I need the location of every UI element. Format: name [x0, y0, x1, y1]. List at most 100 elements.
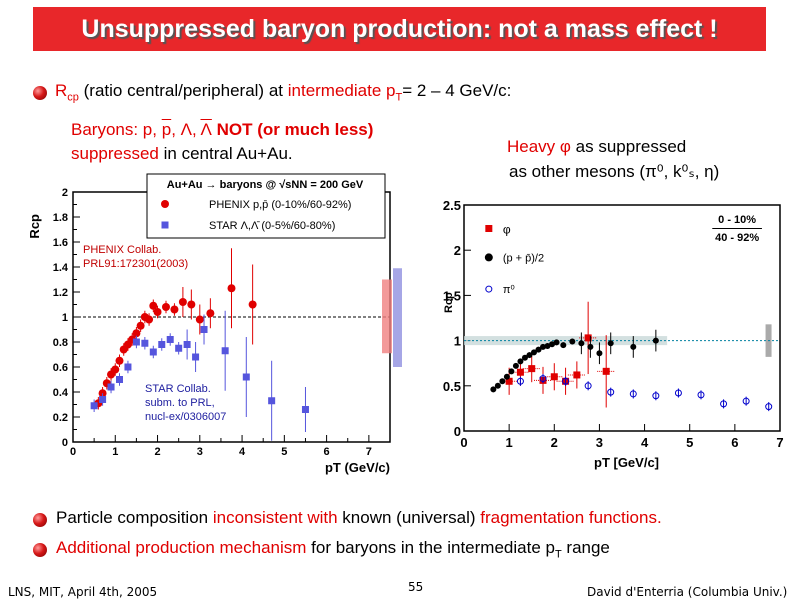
data-point	[765, 403, 773, 411]
data-point	[132, 329, 141, 338]
data-point	[742, 397, 750, 405]
data-point	[115, 376, 123, 383]
data-point	[584, 334, 592, 342]
data-point	[596, 350, 603, 357]
heavy-phi-line2: as other mesons (π⁰, k⁰ₛ, η)	[509, 162, 720, 181]
data-point	[107, 383, 115, 391]
data-point	[535, 346, 542, 353]
x-tick-label: 2	[551, 435, 558, 450]
data-point	[517, 358, 524, 365]
data-point	[141, 339, 149, 347]
data-point	[170, 305, 179, 314]
data-point	[242, 373, 250, 381]
page-number: 55	[408, 580, 424, 594]
data-point	[248, 300, 257, 309]
data-point	[607, 388, 615, 396]
x-tick-label: 7	[366, 446, 372, 458]
y-tick-label: 2	[62, 187, 68, 199]
x-axis-label: pT [GeV/c]	[594, 455, 659, 470]
phi-rcp-chart: 0 0.5 1 1.5 2 2.5 0 1 2 3 4 5 6 7 pT [GeV/c] Rcp 0 - 10%…	[443, 198, 784, 470]
centrality-label: 40 - 92%	[715, 232, 759, 244]
data-point	[99, 396, 107, 403]
legend-label: φ	[503, 223, 511, 237]
data-point	[145, 315, 154, 324]
legend-marker	[485, 285, 493, 293]
data-point	[578, 340, 585, 347]
data-point	[178, 298, 187, 306]
y-tick-label: 0.4	[53, 387, 69, 399]
x-tick-label: 3	[596, 435, 603, 450]
systematic-band-star	[393, 268, 402, 367]
data-point	[573, 371, 581, 379]
data-point	[540, 343, 546, 350]
baryons-line2: suppressed in central Au+Au.	[71, 144, 293, 163]
annotation: PHENIX Collab.	[83, 244, 161, 256]
data-point	[674, 389, 682, 397]
data-point	[652, 392, 660, 400]
bullet-icon	[33, 543, 47, 557]
y-tick-label: 1.4	[53, 262, 69, 274]
data-point	[124, 363, 132, 371]
x-tick-label: 1	[506, 435, 513, 450]
data-point	[630, 343, 637, 350]
data-point	[90, 402, 98, 410]
legend-marker	[484, 253, 493, 262]
bullet-icon	[33, 86, 47, 100]
data-point	[161, 303, 170, 311]
y-tick-label: 1	[62, 312, 68, 324]
data-point	[227, 284, 236, 293]
data-point	[526, 352, 533, 359]
data-point	[584, 382, 592, 390]
data-point	[553, 339, 560, 346]
x-tick-label: 5	[281, 446, 287, 458]
bullet3-text: Additional production mechanism for bary…	[56, 538, 610, 561]
data-point	[192, 353, 200, 361]
data-point	[175, 344, 183, 352]
data-point	[183, 341, 191, 348]
x-tick-label: 4	[239, 446, 246, 458]
data-point	[629, 390, 637, 398]
x-tick-label: 4	[641, 435, 649, 450]
chart-title: Au+Au → baryons @ √sNN = 200 GeV	[167, 179, 364, 191]
y-tick-label: 1.8	[53, 212, 68, 224]
legend-marker	[485, 225, 493, 233]
baryon-rcp-chart: 0 0.2 0.4 0.6 0.8 1 1.2 1.4 1.6 1.8 2 0 1 2 3 4 5 6 7 pT (G…	[27, 173, 402, 475]
data-point	[136, 321, 145, 330]
x-tick-label: 6	[324, 446, 330, 458]
data-point	[530, 349, 537, 356]
data-point	[206, 309, 215, 318]
slide-title: Unsuppressed baryon production: not a ma…	[33, 7, 766, 51]
data-point	[550, 373, 558, 381]
data-point	[587, 343, 594, 350]
data-point	[516, 377, 524, 385]
data-point	[720, 400, 728, 408]
y-tick-label: 2.5	[443, 198, 461, 213]
data-point	[158, 341, 166, 348]
data-point	[516, 368, 524, 376]
y-tick-label: 0	[62, 437, 68, 449]
data-point	[221, 347, 229, 355]
data-point	[111, 365, 120, 374]
y-axis-label: Rcp	[443, 292, 455, 313]
data-point	[697, 391, 705, 399]
annotation: STAR Collab.	[145, 383, 211, 395]
data-point	[560, 342, 567, 349]
data-point	[652, 337, 659, 344]
centrality-label: 0 - 10%	[718, 214, 756, 226]
x-tick-label: 6	[731, 435, 738, 450]
x-tick-label: 2	[154, 446, 160, 458]
y-tick-label: 1	[454, 334, 461, 349]
footer-right: David d'Enterria (Columbia Univ.)	[587, 585, 788, 599]
x-tick-label: 5	[686, 435, 693, 450]
legend-marker	[161, 200, 169, 208]
data-point	[200, 326, 208, 333]
baryons-line: Baryons: p, p, Λ, Λ NOT (or much less)	[71, 120, 374, 139]
data-point	[569, 338, 576, 345]
systematic-band-phenix	[382, 279, 392, 354]
y-axis-label: Rcp	[27, 214, 42, 239]
legend-label: (p + p̄)/2	[503, 252, 544, 264]
data-point	[549, 341, 556, 348]
y-tick-label: 1.2	[53, 287, 68, 299]
data-point	[521, 354, 528, 361]
legend-marker	[161, 221, 169, 229]
